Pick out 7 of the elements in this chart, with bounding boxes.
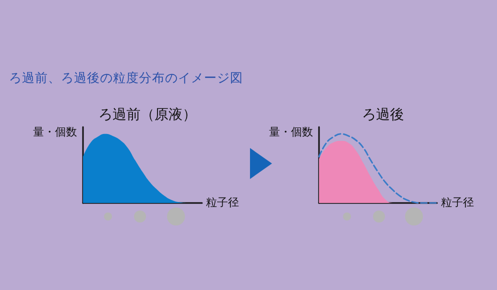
x-axis-title: 粒子径 [206, 197, 239, 209]
chart-title: ろ過前、ろ過後の粒度分布のイメージ図 [9, 70, 243, 85]
y-axis-title: 量・個数 [269, 126, 313, 138]
y-axis-title: 量・個数 [33, 126, 77, 138]
chart-subtitle: ろ過前（原液） [98, 106, 196, 122]
x-axis-title: 粒子径 [441, 197, 474, 209]
chart-title: ろ過後 [362, 106, 404, 122]
